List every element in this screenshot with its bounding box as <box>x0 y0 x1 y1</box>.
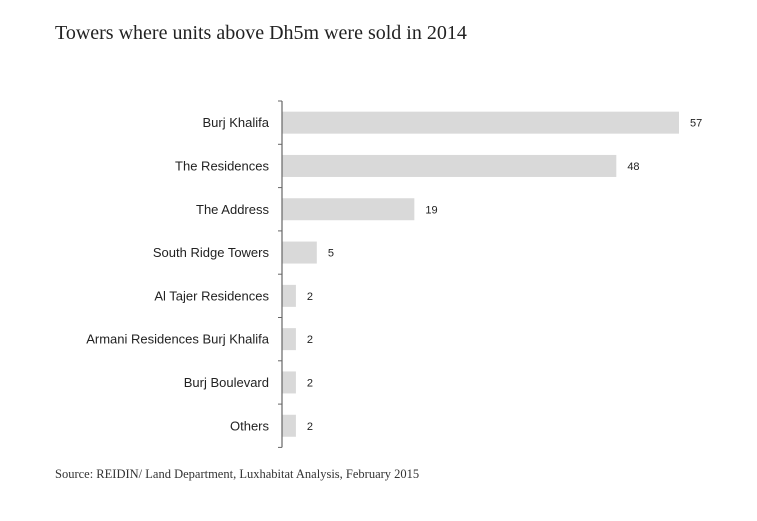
data-label: 5 <box>328 248 334 260</box>
category-label: Burj Khalifa <box>203 115 270 130</box>
chart-title: Towers where units above Dh5m were sold … <box>55 22 467 44</box>
data-label: 48 <box>627 161 639 173</box>
data-label: 57 <box>690 118 702 130</box>
data-label: 2 <box>307 421 313 433</box>
category-label: Al Tajer Residences <box>154 288 269 303</box>
bar <box>282 154 617 177</box>
bar <box>282 198 415 221</box>
category-label: The Address <box>196 202 269 217</box>
category-label: South Ridge Towers <box>153 245 270 260</box>
chart-source: Source: REIDIN/ Land Department, Luxhabi… <box>55 467 420 481</box>
data-label: 2 <box>307 334 313 346</box>
bar <box>282 111 679 134</box>
category-label: Burj Boulevard <box>184 375 269 390</box>
bar <box>282 414 296 437</box>
bar <box>282 284 296 307</box>
bar <box>282 328 296 351</box>
category-label: Others <box>230 418 270 433</box>
category-label: The Residences <box>175 158 269 173</box>
data-label: 2 <box>307 291 313 303</box>
bar <box>282 241 317 264</box>
category-label: Armani Residences Burj Khalifa <box>86 332 270 347</box>
data-label: 19 <box>425 204 437 216</box>
data-label: 2 <box>307 377 313 389</box>
bar <box>282 371 296 394</box>
